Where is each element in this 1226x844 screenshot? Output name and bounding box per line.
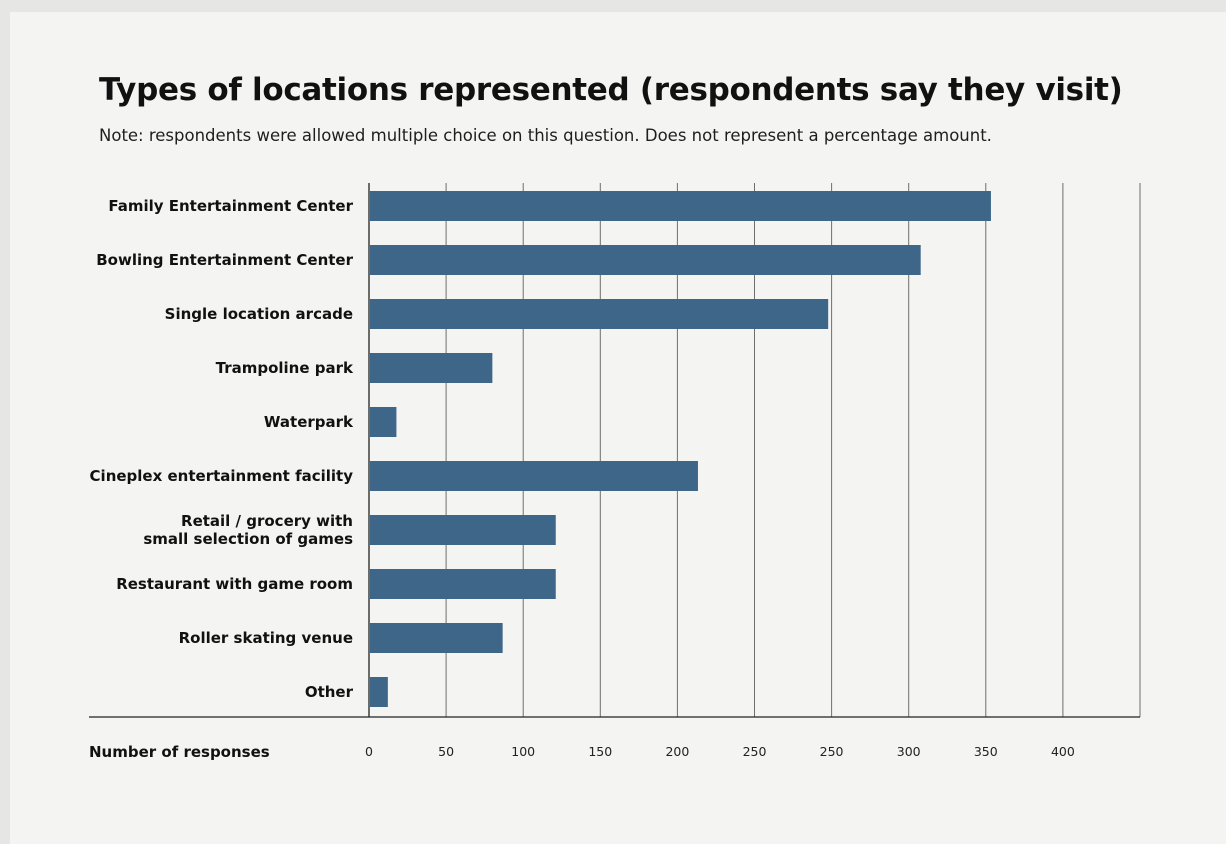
category-label: Bowling Entertainment Center <box>96 251 353 269</box>
chart-subtitle: Note: respondents were allowed multiple … <box>99 126 992 145</box>
bar-3 <box>370 353 493 383</box>
category-label: Family Entertainment Center <box>108 197 353 215</box>
x-tick-label: 100 <box>511 744 535 759</box>
category-label: Trampoline park <box>216 359 354 377</box>
category-label: Roller skating venue <box>179 629 353 647</box>
bar-7 <box>370 569 556 599</box>
bar-6 <box>370 515 556 545</box>
x-tick-label: 200 <box>665 744 689 759</box>
category-label: Waterpark <box>264 413 354 431</box>
category-label: Restaurant with game room <box>116 575 353 593</box>
category-label: Retail / grocery with small selection of … <box>143 512 353 548</box>
x-tick-label: 50 <box>438 744 454 759</box>
chart-title: Types of locations represented (responde… <box>99 72 1123 108</box>
bar-2 <box>370 299 829 329</box>
x-tick-label: 250 <box>820 744 844 759</box>
bar-8 <box>370 623 503 653</box>
x-axis-label: Number of responses <box>89 743 270 761</box>
chart-card <box>10 12 1226 844</box>
bar-5 <box>370 461 698 491</box>
category-label: Single location arcade <box>165 305 353 323</box>
bar-1 <box>370 245 921 275</box>
x-tick-label: 350 <box>974 744 998 759</box>
bar-9 <box>370 677 388 707</box>
x-tick-label: 250 <box>743 744 767 759</box>
x-tick-label: 300 <box>897 744 921 759</box>
x-tick-label: 0 <box>365 744 373 759</box>
bar-0 <box>370 191 991 221</box>
x-tick-label: 400 <box>1051 744 1075 759</box>
category-label: Other <box>305 683 354 701</box>
x-tick-label: 150 <box>588 744 612 759</box>
bar-4 <box>370 407 397 437</box>
category-label: Cineplex entertainment facility <box>90 467 354 485</box>
